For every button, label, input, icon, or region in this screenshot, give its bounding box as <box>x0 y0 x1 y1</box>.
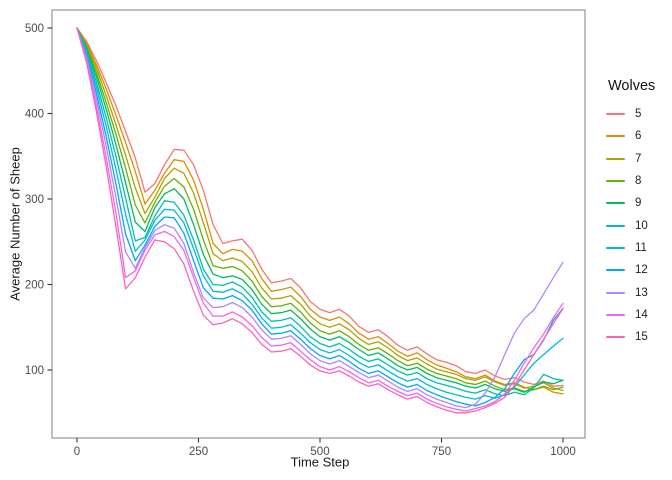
legend-item-wolves-10: 10 <box>606 214 655 236</box>
legend-label: 15 <box>635 331 648 344</box>
legend-label: 10 <box>635 219 648 232</box>
y-tick-label: 400 <box>25 109 44 121</box>
legend-label: 7 <box>635 152 642 165</box>
y-tick-label: 500 <box>25 23 44 35</box>
legend-key-line <box>606 291 625 294</box>
legend-key-line <box>606 135 625 138</box>
y-tick-label: 300 <box>25 194 44 206</box>
plot-line-wolves-8 <box>76 27 564 393</box>
legend-item-wolves-14: 14 <box>606 304 655 326</box>
legend-key-line <box>606 202 625 205</box>
legend: Wolves 5 6 7 8 9 10 11 12 13 14 15 <box>606 78 655 348</box>
plot-line-wolves-5 <box>76 27 564 387</box>
y-tick-label: 100 <box>25 365 44 377</box>
plot-line-wolves-14 <box>76 27 564 412</box>
legend-item-wolves-11: 11 <box>606 237 655 259</box>
plot-line-wolves-7 <box>76 27 564 392</box>
legend-key-line <box>606 336 625 339</box>
plot-line-wolves-6 <box>76 27 564 395</box>
plot-line-wolves-10 <box>76 27 564 397</box>
legend-key-line <box>606 224 625 227</box>
legend-title: Wolves <box>608 78 656 94</box>
legend-item-wolves-7: 7 <box>606 148 655 170</box>
panel-border <box>51 9 586 439</box>
legend-label: 9 <box>635 197 642 210</box>
legend-label: 14 <box>635 308 648 321</box>
legend-items: 5 6 7 8 9 10 11 12 13 14 15 <box>606 103 655 348</box>
x-tick-label: 0 <box>74 446 80 458</box>
legend-item-wolves-5: 5 <box>606 103 655 125</box>
plot-line-wolves-12 <box>76 27 564 407</box>
plot-line-wolves-13 <box>76 27 564 409</box>
legend-key-line <box>606 269 625 272</box>
x-tick-label: 1000 <box>550 446 576 458</box>
x-tick-label: 750 <box>432 446 451 458</box>
x-tick-label: 500 <box>310 446 329 458</box>
legend-item-wolves-8: 8 <box>606 170 655 192</box>
legend-item-wolves-15: 15 <box>606 326 655 348</box>
legend-label: 6 <box>635 130 642 143</box>
legend-item-wolves-12: 12 <box>606 259 655 281</box>
legend-label: 13 <box>635 286 648 299</box>
legend-label: 8 <box>635 175 642 188</box>
legend-key-line <box>606 157 625 160</box>
x-axis-title: Time Step <box>290 454 350 470</box>
legend-item-wolves-6: 6 <box>606 125 655 147</box>
plot-line-wolves-9 <box>76 27 564 393</box>
y-axis-title: Average Number of Sheep <box>7 147 23 301</box>
legend-label: 5 <box>635 108 642 121</box>
legend-key-line <box>606 113 625 116</box>
legend-item-wolves-9: 9 <box>606 192 655 214</box>
legend-item-wolves-13: 13 <box>606 281 655 303</box>
legend-key-line <box>606 313 625 316</box>
legend-label: 11 <box>635 241 647 254</box>
legend-key-line <box>606 180 625 183</box>
x-tick-label: 250 <box>189 446 208 458</box>
legend-label: 12 <box>635 264 648 277</box>
y-tick-label: 200 <box>25 280 44 292</box>
plot-line-wolves-15 <box>76 27 564 414</box>
legend-key-line <box>606 246 625 249</box>
